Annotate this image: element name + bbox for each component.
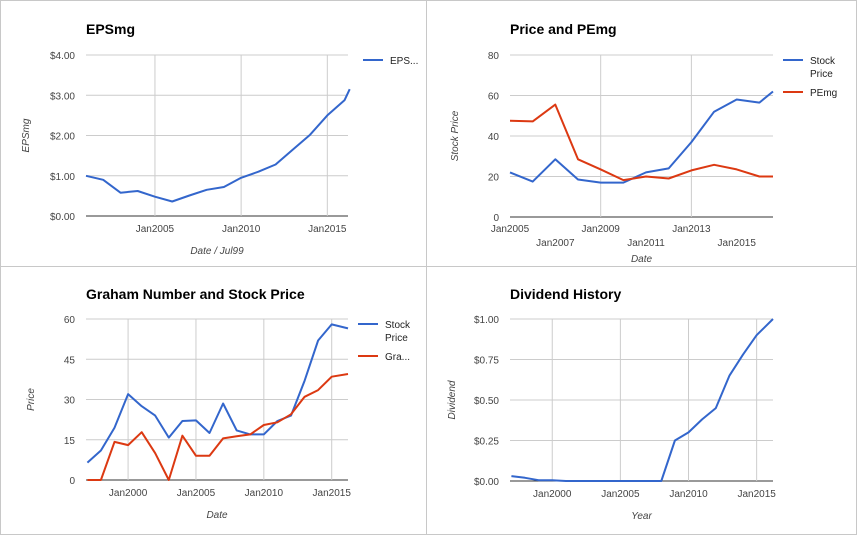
x-tick-label: Jan2010	[245, 488, 284, 499]
x-tick-label: Jan2000	[109, 488, 148, 499]
x-tick-label: Jan2005	[177, 488, 216, 499]
chart-title: Graham Number and Stock Price	[86, 286, 305, 302]
y-tick-label: 45	[64, 355, 76, 366]
y-tick-label: 80	[488, 51, 500, 62]
x-tick-label: Jan2005	[491, 224, 530, 235]
y-tick-label: 60	[64, 315, 76, 326]
x-tick-label: Jan2013	[672, 224, 711, 235]
legend-label-line1: Stock	[810, 56, 836, 67]
series-line	[86, 323, 349, 464]
x-tick-label: Jan2015	[313, 488, 352, 499]
eps-chart: EPSmg $0.00 $1.00 $2.00 $3.00 $4.00 Jan2005 Jan…	[21, 21, 418, 257]
x-tick-label: Jan2015	[308, 224, 347, 235]
legend-label-line1: Stock	[385, 320, 411, 331]
series-line	[85, 88, 351, 203]
x-tick-label: Jan2007	[536, 238, 575, 249]
x-tick-label: Jan2015	[718, 238, 757, 249]
legend-label: EPS...	[390, 56, 418, 67]
x-tick-label: Jan2015	[737, 489, 776, 500]
y-tick-label: 30	[64, 396, 76, 407]
legend-label-line2: Price	[810, 69, 833, 80]
series-line	[87, 373, 349, 481]
eps-chart-panel: EPSmg $0.00 $1.00 $2.00 $3.00 $4.00 Jan2005 Jan…	[0, 0, 428, 268]
series-line	[509, 90, 774, 184]
x-tick-label: Jan2005	[136, 224, 175, 235]
y-tick-label: $1.00	[50, 172, 75, 183]
y-tick-label: $0.25	[474, 437, 499, 448]
legend-label-line2: Price	[385, 333, 408, 344]
y-tick-label: 60	[488, 92, 500, 103]
legend-label: PEmg	[810, 88, 837, 99]
y-tick-label: $1.00	[474, 315, 499, 326]
x-tick-label: Jan2000	[533, 489, 572, 500]
y-tick-label: 15	[64, 436, 76, 447]
series-line	[511, 318, 774, 482]
x-axis-label: Year	[631, 511, 652, 522]
x-axis-label: Date	[631, 254, 653, 265]
y-tick-label: $4.00	[50, 51, 75, 62]
x-tick-label: Jan2010	[222, 224, 261, 235]
x-tick-label: Jan2010	[669, 489, 708, 500]
y-tick-label: 40	[488, 132, 500, 143]
y-tick-label: $0.00	[50, 212, 75, 223]
y-tick-label: $2.00	[50, 132, 75, 143]
chart-title: EPSmg	[86, 21, 135, 37]
graham-chart-panel: Graham Number and Stock Price 0 15 30 45 60 Ja…	[0, 266, 428, 535]
x-tick-label: Jan2005	[601, 489, 640, 500]
price-pe-chart: Price and PEmg 0 20 40 60 80 Jan2005 Jan2007 Jan…	[450, 21, 837, 265]
y-tick-label: $0.75	[474, 356, 499, 367]
x-axis-label: Date	[206, 510, 228, 521]
x-tick-label: Jan2011	[627, 238, 665, 249]
chart-title: Dividend History	[510, 286, 621, 302]
legend-label: Gra...	[385, 352, 410, 363]
y-tick-label: $0.00	[474, 477, 499, 488]
dividend-chart: Dividend History $0.00 $0.25 $0.50 $0.75 $1.0…	[447, 286, 776, 522]
series-line	[509, 103, 773, 182]
graham-chart: Graham Number and Stock Price 0 15 30 45 60 Ja…	[26, 286, 411, 521]
y-axis-label: EPSmg	[21, 118, 32, 152]
y-axis-label: Stock Price	[450, 110, 461, 161]
y-tick-label: $0.50	[474, 396, 499, 407]
dividend-chart-panel: Dividend History $0.00 $0.25 $0.50 $0.75 $1.0…	[426, 266, 857, 535]
y-tick-label: 0	[69, 476, 75, 487]
x-axis-label: Date / Jul99	[190, 246, 244, 257]
y-axis-label: Price	[26, 388, 37, 411]
x-tick-label: Jan2009	[582, 224, 621, 235]
y-axis-label: Dividend	[447, 380, 458, 419]
y-tick-label: 0	[493, 213, 499, 224]
y-tick-label: 20	[488, 173, 500, 184]
chart-title: Price and PEmg	[510, 21, 617, 37]
price-pe-chart-panel: Price and PEmg 0 20 40 60 80 Jan2005 Jan2007 Jan…	[426, 0, 857, 268]
y-tick-label: $3.00	[50, 91, 75, 102]
